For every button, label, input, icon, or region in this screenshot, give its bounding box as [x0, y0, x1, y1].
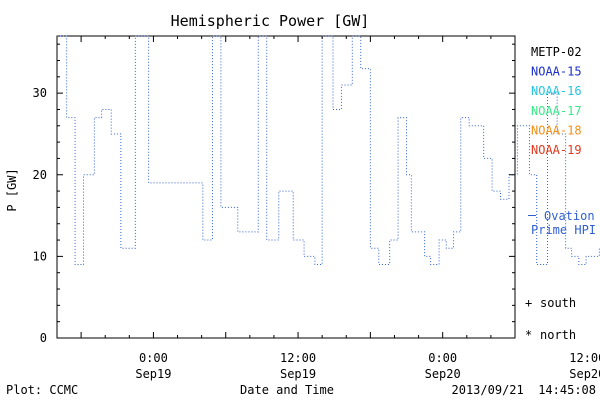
legend-entry: NOAA-15: [531, 65, 582, 79]
y-axis-label: P [GW]: [5, 168, 19, 211]
footer-timestamp: 2013/09/21 14:45:08: [452, 383, 597, 397]
marker-key: + south * north: [525, 296, 576, 342]
legend-entry: NOAA-18: [531, 123, 582, 137]
legend-entry: NOAA-19: [531, 143, 582, 157]
y-tick-label: 20: [33, 168, 47, 182]
y-axis: 0 10 20 30: [33, 43, 515, 345]
marker-key-symbol: +: [525, 296, 532, 310]
ovation-hpi-line: [57, 35, 600, 266]
x-tick-date-label: Sep20: [425, 367, 461, 381]
y-tick-label: 10: [33, 249, 47, 263]
x-tick-time-label: 0:00: [139, 351, 168, 365]
legend-entry: NOAA-16: [531, 84, 582, 98]
x-axis: 0:00Sep1912:00Sep190:00Sep2012:00Sep200:…: [56, 36, 600, 381]
legend-entry: METP-02: [531, 45, 582, 59]
x-tick-date-label: Sep19: [135, 367, 171, 381]
ovation-legend-label-line2: Prime HPI: [531, 223, 596, 237]
ovation-legend: Ovation Prime HPI: [528, 209, 596, 237]
ovation-legend-label-line1: Ovation: [544, 209, 595, 223]
footer-credit: Plot: CCMC: [6, 383, 78, 397]
x-tick-date-label: Sep19: [280, 367, 316, 381]
y-tick-label: 0: [40, 331, 47, 345]
legend-entry: NOAA-17: [531, 104, 582, 118]
x-tick-date-label: Sep20: [569, 367, 600, 381]
x-tick-time-label: 12:00: [280, 351, 316, 365]
marker-key-label: south: [540, 296, 576, 310]
plot-frame-border: [56, 35, 516, 339]
marker-key-label: north: [540, 328, 576, 342]
x-tick-time-label: 0:00: [428, 351, 457, 365]
y-tick-label: 30: [33, 86, 47, 100]
ovation-series-line: [57, 35, 600, 266]
x-tick-time-label: 12:00: [569, 351, 600, 365]
marker-key-symbol: *: [525, 328, 532, 342]
legend: METP-02 NOAA-15 NOAA-16 NOAA-17 NOAA-18 NOAA-…: [531, 45, 582, 157]
plot-area: [56, 35, 516, 339]
chart-title: Hemispheric Power [GW]: [171, 12, 370, 30]
x-axis-label: Date and Time: [240, 383, 334, 397]
